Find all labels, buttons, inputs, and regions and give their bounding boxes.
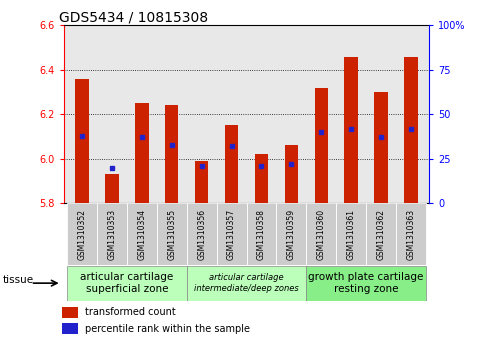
Bar bbox=[306, 203, 336, 265]
Bar bbox=[97, 203, 127, 265]
Text: growth plate cartilage
resting zone: growth plate cartilage resting zone bbox=[309, 272, 424, 294]
Bar bbox=[187, 266, 306, 301]
Text: GSM1310354: GSM1310354 bbox=[138, 209, 146, 260]
Bar bbox=[157, 203, 187, 265]
Text: articular cartilage
superficial zone: articular cartilage superficial zone bbox=[80, 272, 174, 294]
Bar bbox=[62, 323, 77, 334]
Bar bbox=[284, 146, 298, 203]
Bar bbox=[165, 105, 178, 203]
Bar bbox=[216, 203, 246, 265]
Bar bbox=[127, 203, 157, 265]
Bar bbox=[225, 126, 238, 203]
Bar bbox=[277, 203, 306, 265]
Bar bbox=[374, 92, 388, 203]
Bar bbox=[246, 203, 277, 265]
Bar bbox=[62, 307, 77, 318]
Bar bbox=[195, 161, 209, 203]
Bar bbox=[75, 79, 89, 203]
Bar bbox=[105, 174, 119, 203]
Bar bbox=[67, 266, 187, 301]
Bar bbox=[336, 203, 366, 265]
Bar bbox=[187, 203, 216, 265]
Bar bbox=[67, 203, 97, 265]
Bar bbox=[315, 87, 328, 203]
Bar bbox=[306, 266, 426, 301]
Text: GSM1310357: GSM1310357 bbox=[227, 209, 236, 260]
Text: GSM1310353: GSM1310353 bbox=[107, 209, 116, 260]
Text: GSM1310362: GSM1310362 bbox=[377, 209, 386, 260]
Bar bbox=[404, 57, 418, 203]
Bar bbox=[255, 154, 268, 203]
Bar bbox=[366, 203, 396, 265]
Text: GDS5434 / 10815308: GDS5434 / 10815308 bbox=[59, 11, 208, 25]
Text: GSM1310352: GSM1310352 bbox=[77, 209, 87, 260]
Text: GSM1310356: GSM1310356 bbox=[197, 209, 206, 260]
Bar bbox=[396, 203, 426, 265]
Text: GSM1310355: GSM1310355 bbox=[167, 209, 176, 260]
Text: percentile rank within the sample: percentile rank within the sample bbox=[85, 323, 250, 334]
Text: GSM1310359: GSM1310359 bbox=[287, 209, 296, 260]
Bar bbox=[345, 57, 358, 203]
Text: articular cartilage
intermediate/deep zones: articular cartilage intermediate/deep zo… bbox=[194, 273, 299, 293]
Text: transformed count: transformed count bbox=[85, 307, 176, 317]
Bar bbox=[135, 103, 148, 203]
Text: GSM1310358: GSM1310358 bbox=[257, 209, 266, 260]
Text: tissue: tissue bbox=[2, 274, 34, 285]
Text: GSM1310360: GSM1310360 bbox=[317, 209, 326, 260]
Text: GSM1310361: GSM1310361 bbox=[347, 209, 355, 260]
Text: GSM1310363: GSM1310363 bbox=[406, 209, 416, 260]
